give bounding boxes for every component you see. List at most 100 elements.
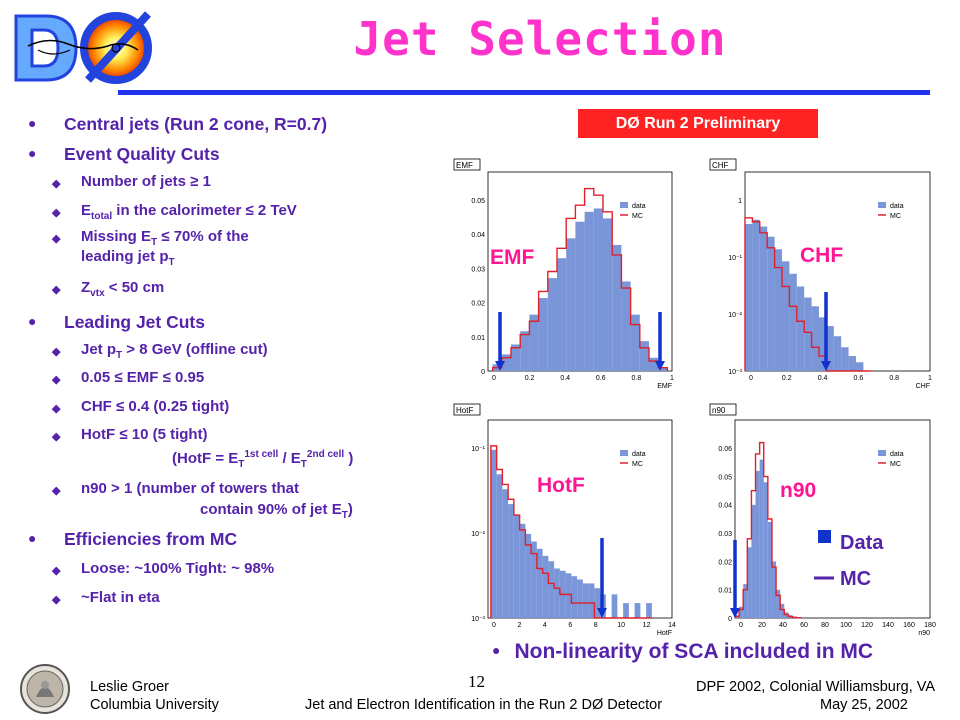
chf-legend-mc: MC (890, 213, 901, 220)
n90-ytick: 0.04 (718, 503, 732, 510)
hotf-data-bar (554, 568, 560, 618)
n90-data-bar (767, 521, 772, 618)
chf-ytick: 1 (738, 198, 742, 205)
hotf-mc-line (490, 445, 652, 619)
emf-cut-arrowhead (495, 361, 505, 371)
bullet-dot-icon: ● (492, 642, 501, 658)
n90-ytick: 0 (728, 616, 732, 623)
sca-note: ● Non-linearity of SCA included in MC (492, 640, 874, 663)
big-legend-mc: MC (840, 568, 871, 590)
diamond-bullet-icon: ◆ (52, 431, 61, 443)
chf-data-bar (782, 261, 790, 371)
n90-ytick: 0.05 (718, 474, 732, 481)
bullet-dot-icon: ● (28, 145, 37, 161)
emf-title: EMF (456, 161, 473, 170)
big-legend-data: Data (840, 532, 884, 554)
chf-title: CHF (712, 161, 729, 170)
n90-big-label: n90 (780, 479, 816, 502)
emf-data-bar (630, 314, 640, 371)
emf-xtick: 0.4 (560, 375, 570, 382)
hotf-data-bar (634, 603, 641, 618)
hotf-data-bar (582, 583, 589, 618)
emf-ytick: 0.03 (471, 266, 485, 273)
emf-ytick: 0.04 (471, 232, 485, 239)
n90-legend-data: data (890, 451, 904, 458)
emf-data-bar (649, 357, 659, 371)
chf-xtick: 0.2 (782, 375, 792, 382)
hotf-data-bar (571, 576, 578, 618)
hotf-xtick: 12 (643, 622, 651, 629)
n90-xtick: 140 (882, 622, 894, 629)
hotf-xtick: 4 (543, 622, 547, 629)
n90-legend-mc: MC (890, 461, 901, 468)
emf-cut-arrowhead (655, 361, 665, 371)
n90-data-bar (743, 584, 748, 618)
emf-data-bar (621, 281, 631, 371)
dzero-logo (14, 11, 152, 84)
chf-data-bar (841, 347, 849, 371)
footer-date: May 25, 2002 (820, 697, 908, 713)
chf-mc-line (744, 217, 871, 372)
emf-ytick: 0 (481, 369, 485, 376)
n90-data-bar (759, 459, 764, 618)
emf-data-bar (557, 258, 567, 371)
n90-xtick: 100 (840, 622, 852, 629)
hotf-ytick: 10⁻¹ (471, 446, 485, 453)
emf-legend-data: data (632, 203, 646, 210)
emf-data-bar (538, 298, 548, 371)
hotf-data-bar (490, 449, 497, 618)
n90-ytick: 0.01 (718, 588, 732, 595)
hotf-data-bar (623, 603, 629, 618)
n90-xlabel: n90 (918, 630, 930, 637)
chf-data-bar (833, 336, 842, 371)
diamond-bullet-icon: ◆ (52, 594, 61, 606)
hotf-data-bar (536, 548, 543, 618)
n90-xtick: 160 (903, 622, 915, 629)
chf-data-bar (848, 356, 856, 371)
chf-data-bar (856, 362, 864, 371)
n90-data-bar (751, 504, 756, 618)
n90-data-bar (739, 606, 744, 618)
chf-data-bar (789, 273, 797, 371)
emf-data-bar (584, 211, 594, 371)
n90-xtick: 40 (779, 622, 787, 629)
hotf-data-bar (496, 474, 503, 618)
hotf-title: HotF (456, 406, 473, 415)
chf-xtick: 0.8 (889, 375, 899, 382)
emf-data-bar (520, 331, 530, 371)
n90-ytick: 0.02 (718, 559, 732, 566)
n90-data-bar (763, 482, 768, 618)
hotf-xtick: 8 (594, 622, 598, 629)
chf-data-bar (826, 326, 834, 371)
hotf-xlabel: HotF (657, 630, 672, 637)
hotf-ytick: 10⁻³ (471, 616, 485, 623)
hotf-legend-data: data (632, 451, 646, 458)
bullet-dot-icon: ● (28, 530, 37, 546)
chf-ytick: 10⁻³ (728, 369, 742, 376)
n90-axes (734, 419, 931, 619)
chf-data-bar (796, 286, 805, 371)
emf-data-bar (658, 367, 668, 371)
n90-mc-line (734, 441, 802, 619)
diamond-bullet-icon: ◆ (52, 346, 61, 358)
hotf-xtick: 6 (568, 622, 572, 629)
diamond-bullet-icon: ◆ (52, 284, 61, 296)
emf-xtick: 0.2 (525, 375, 535, 382)
hotf-data-bar (565, 573, 572, 618)
n90-xtick: 180 (924, 622, 936, 629)
emf-xtick: 0.8 (632, 375, 642, 382)
hotf-data-bar (611, 594, 618, 618)
hotf-xtick: 10 (617, 622, 625, 629)
n90-xtick: 60 (800, 622, 808, 629)
footer-author: Leslie Groer (90, 679, 169, 695)
chf-ytick: 10⁻² (728, 312, 742, 319)
emf-legend-data-swatch (620, 202, 628, 208)
n90-legend-data-swatch (878, 450, 886, 456)
page-number: 12 (468, 672, 485, 691)
emf-big-label: EMF (490, 246, 535, 269)
diamond-bullet-icon: ◆ (52, 403, 61, 415)
hotf-data-bar (531, 541, 537, 618)
hotf-big-label: HotF (537, 474, 585, 497)
